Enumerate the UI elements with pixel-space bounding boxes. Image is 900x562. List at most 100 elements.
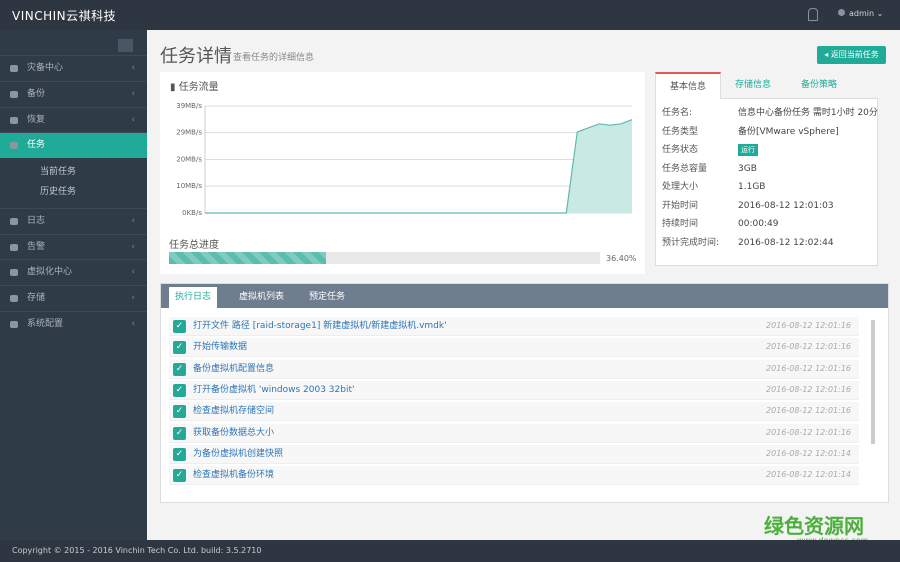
info-row: 任务总容量 3GB bbox=[656, 160, 876, 178]
y-tick-label: 39MB/s bbox=[176, 102, 202, 110]
info-row: 任务类型 备份[VMware vSphere] bbox=[656, 123, 876, 141]
log-time: 2016-08-12 12:01:14 bbox=[766, 448, 851, 458]
info-value: 2016-08-12 12:02:44 bbox=[738, 237, 834, 248]
info-key: 开始时间 bbox=[662, 200, 699, 211]
copyright: Copyright © 2015 - 2016 Vinchin Tech Co.… bbox=[12, 546, 262, 555]
menu-icon bbox=[10, 269, 18, 276]
menu-icon bbox=[10, 295, 18, 302]
submenu-item[interactable]: 历史任务 bbox=[40, 187, 77, 197]
menu-label: 虚拟化中心 bbox=[27, 267, 73, 277]
log-text: 获取备份数据总大小 bbox=[193, 427, 275, 438]
menu-item[interactable]: 任务 ⌄ bbox=[0, 132, 147, 158]
info-key: 处理大小 bbox=[662, 182, 699, 192]
log-text: 检查虚拟机备份环境 bbox=[193, 470, 275, 481]
sidebar: 灾备中心 ‹ 备份 ‹ 恢复 ‹ 任务 ⌄ 日志 ‹ 告警 ‹ 虚拟化中心 ‹ 存储 ‹ 系统配置 ‹ 当前任务 历史… bbox=[0, 30, 147, 540]
page-title: 任务详情 bbox=[160, 46, 232, 67]
menu-label: 存储 bbox=[27, 293, 46, 303]
y-tick-label: 20MB/s bbox=[176, 156, 202, 164]
check-icon: ✓ bbox=[173, 320, 186, 333]
log-tab-label: 预定任务 bbox=[309, 292, 346, 302]
info-row: 处理大小 1.1GB bbox=[656, 178, 876, 196]
info-key: 持续时间 bbox=[662, 219, 699, 229]
area bbox=[205, 119, 632, 213]
log-time: 2016-08-12 12:01:16 bbox=[766, 342, 851, 352]
info-row: 任务名: 信息中心备份任务 需时1小时 20分 bbox=[656, 104, 878, 122]
menu-item[interactable]: 备份 ‹ bbox=[0, 81, 147, 107]
bell-icon[interactable] bbox=[808, 8, 818, 21]
log-row: ✓ 检查虚拟机备份环境 2016-08-12 12:01:14 bbox=[169, 466, 859, 486]
menu-item[interactable]: 虚拟化中心 ‹ bbox=[0, 259, 147, 285]
main: 任务详情 查看任务的详细信息 ◂ 返回当前任务 ▮ 任务流量 0KB/s 10MB… bbox=[147, 30, 900, 545]
chart-title-text: 任务流量 bbox=[178, 82, 219, 93]
log-row: ✓ 开始传输数据 2016-08-12 12:01:16 bbox=[169, 338, 859, 358]
info-key: 任务类型 bbox=[662, 126, 699, 137]
menu-arrow: ‹ bbox=[131, 267, 135, 277]
info-row: 持续时间 00:00:49 bbox=[656, 215, 876, 233]
info-value: 信息中心备份任务 需时1小时 20分 bbox=[738, 108, 878, 118]
log-row: ✓ 打开文件 路径 [raid-storage1] 新建虚拟机/新建虚拟机.vmd… bbox=[169, 317, 859, 336]
log-row: ✓ 获取备份数据总大小 2016-08-12 12:01:16 bbox=[169, 423, 859, 443]
info-value: 3GB bbox=[738, 163, 757, 174]
menu-label: 任务 bbox=[27, 140, 46, 150]
log-tab[interactable]: 执行日志 bbox=[169, 287, 218, 308]
menu-label: 恢复 bbox=[27, 115, 46, 125]
menu-item[interactable]: 恢复 ‹ bbox=[0, 107, 147, 133]
logo: VINCHIN云祺科技 bbox=[12, 9, 117, 23]
check-icon: ✓ bbox=[173, 426, 186, 440]
log-time: 2016-08-12 12:01:14 bbox=[766, 470, 851, 480]
log-tab[interactable]: 虚拟机列表 bbox=[233, 284, 290, 308]
log-text: 打开备份虚拟机 'windows 2003 32bit' bbox=[193, 384, 355, 395]
menu-item[interactable]: 系统配置 ‹ bbox=[0, 311, 147, 337]
back-button-label: 返回当前任务 bbox=[830, 50, 879, 59]
log-tab-label: 虚拟机列表 bbox=[239, 292, 285, 302]
log-text: 备份虚拟机配置信息 bbox=[193, 363, 275, 374]
chart-title: ▮ 任务流量 bbox=[170, 82, 219, 93]
log-row: ✓ 为备份虚拟机创建快照 2016-08-12 12:01:14 bbox=[169, 444, 859, 464]
submenu-item[interactable]: 当前任务 bbox=[40, 167, 77, 177]
log-row: ✓ 打开备份虚拟机 'windows 2003 32bit' 2016-08-12 … bbox=[169, 380, 859, 400]
info-tab[interactable]: 存储信息 bbox=[721, 72, 785, 96]
info-row: 开始时间 2016-08-12 12:01:03 bbox=[656, 197, 876, 215]
progress-track bbox=[169, 252, 600, 264]
info-tab[interactable]: 备份策略 bbox=[787, 72, 851, 96]
check-icon: ✓ bbox=[173, 383, 186, 397]
avatar bbox=[838, 9, 845, 16]
menu-label: 告警 bbox=[27, 242, 46, 252]
check-icon: ✓ bbox=[173, 405, 186, 419]
watermark-title: 绿色资源网 bbox=[764, 514, 864, 538]
menu-arrow: ⌄ bbox=[127, 140, 135, 150]
log-time: 2016-08-12 12:01:16 bbox=[766, 427, 851, 437]
menu-item[interactable]: 日志 ‹ bbox=[0, 208, 147, 234]
info-tab[interactable]: 基本信息 bbox=[655, 72, 721, 99]
y-tick-label: 29MB/s bbox=[176, 129, 202, 137]
log-time: 2016-08-12 12:01:16 bbox=[766, 406, 851, 416]
menu-label: 日志 bbox=[27, 216, 46, 226]
menu-arrow: ‹ bbox=[131, 293, 135, 303]
back-button[interactable]: ◂ 返回当前任务 bbox=[817, 46, 886, 64]
log-tab[interactable]: 预定任务 bbox=[303, 284, 351, 308]
log-time: 2016-08-12 12:01:16 bbox=[766, 384, 851, 394]
info-value: 备份[VMware vSphere] bbox=[738, 126, 839, 137]
info-value: 2016-08-12 12:01:03 bbox=[738, 200, 834, 211]
traffic-chart: 0KB/s 10MB/s 20MB/s 29MB/s 39MB/s bbox=[176, 102, 633, 217]
menu-item[interactable]: 灾备中心 ‹ bbox=[0, 55, 147, 81]
info-key: 任务总容量 bbox=[662, 163, 708, 174]
user-menu[interactable]: admin ⌄ bbox=[849, 9, 884, 18]
menu-item[interactable]: 存储 ‹ bbox=[0, 285, 147, 311]
log-text: 打开文件 路径 [raid-storage1] 新建虚拟机/新建虚拟机.vmdk… bbox=[193, 321, 447, 331]
menu-item[interactable]: 告警 ‹ bbox=[0, 234, 147, 260]
user-name: admin bbox=[849, 9, 875, 18]
info-key: 预计完成时间: bbox=[662, 237, 720, 248]
menu-arrow: ‹ bbox=[131, 89, 135, 99]
menu-icon bbox=[10, 65, 18, 72]
menu-icon bbox=[10, 321, 18, 328]
traffic-panel: ▮ 任务流量 0KB/s 10MB/s 20MB/s 29MB/s 39MB/s 任务总… bbox=[160, 72, 645, 274]
menu-label: 备份 bbox=[27, 89, 46, 99]
menu-arrow: ‹ bbox=[131, 242, 135, 252]
check-icon: ✓ bbox=[173, 341, 186, 355]
menu-arrow: ‹ bbox=[131, 115, 135, 125]
top-bar: VINCHIN云祺科技 admin ⌄ bbox=[0, 0, 900, 30]
info-value: 00:00:49 bbox=[738, 219, 779, 229]
collapse-button[interactable] bbox=[118, 39, 133, 52]
log-tab-label: 执行日志 bbox=[175, 292, 212, 302]
